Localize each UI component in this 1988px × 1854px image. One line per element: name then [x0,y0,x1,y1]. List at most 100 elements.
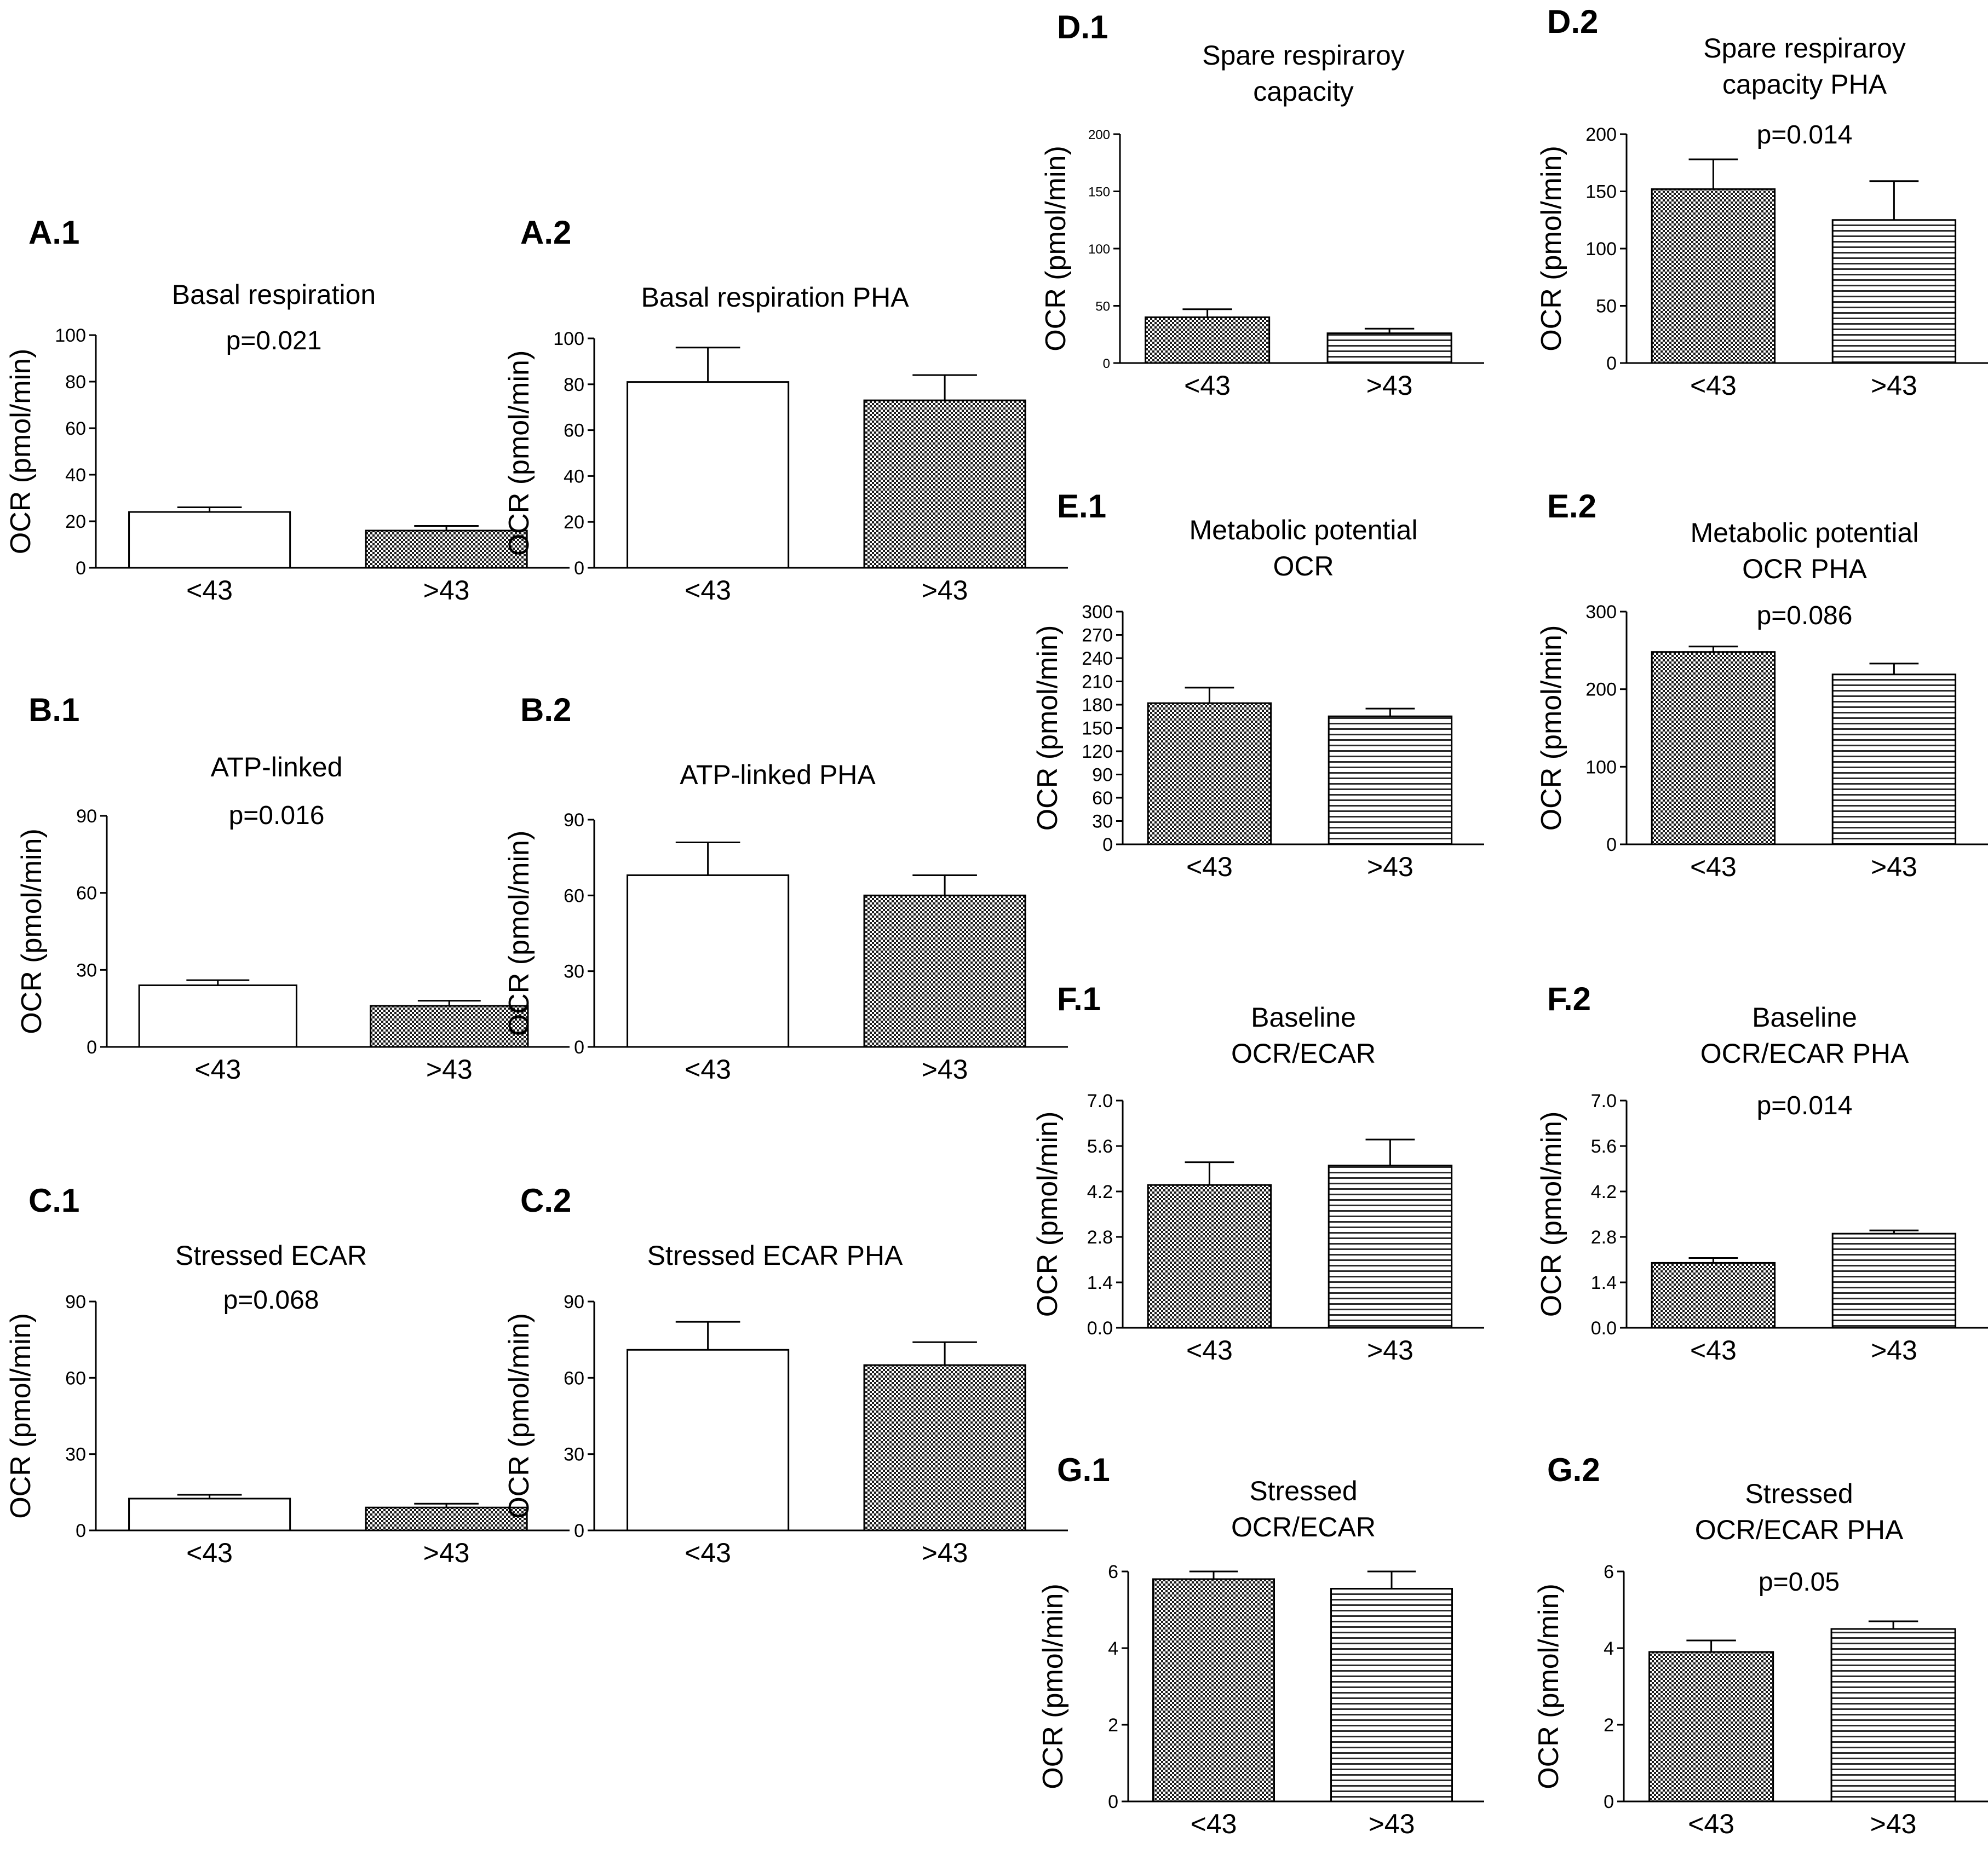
y-axis-label-F-1: OCR (pmol/min) [1032,1112,1064,1317]
chart-title-E-2: Metabolic potential [1691,517,1919,548]
y-tick-label-B-2-0: 0 [574,1037,584,1058]
pvalue-C-1: p=0.068 [223,1286,319,1315]
category-label-D-2-2: >43 [1871,370,1917,401]
category-label-F-1-2: >43 [1367,1335,1414,1366]
panel-label-F-1: F.1 [1057,981,1101,1017]
y-tick-label-G-2-1: 2 [1604,1715,1614,1736]
y-tick-label-D-2-1: 50 [1596,296,1617,317]
y-tick-label-F-2-3: 4.2 [1591,1182,1617,1202]
y-tick-label-A-1-1: 20 [65,511,86,532]
category-label-B-1-2: >43 [426,1054,473,1085]
y-tick-label-D-1-4: 200 [1088,128,1110,142]
bar-B-2-2 [863,894,1026,1048]
panel-E-2: E.2 Metabolic potential OCR PHA p=0.086 0 100… [1536,488,1988,882]
chart-title-E-1-line2: OCR [1273,551,1334,581]
panel-A-2: A.2 Basal respiration PHA 0 20 40 60 80 100 OCR … [503,214,1068,606]
axes-D-2: 0 50 100 150 200 [1585,124,1988,374]
panel-label-G-2: G.2 [1547,1452,1600,1488]
y-tick-label-B-2-3: 90 [564,810,584,831]
y-tick-label-E-1-2: 60 [1092,788,1113,809]
panel-A-1: A.1 Basal respiration p=0.021 0 20 40 60 80 100 O… [5,214,570,606]
panel-G-1: G.1 Stressed OCR/ECAR 0 2 4 6 OCR (pmol/min) <43… [1037,1452,1484,1839]
y-tick-label-B-2-2: 60 [564,885,584,906]
bar-G-2-1 [1648,1651,1774,1803]
y-tick-label-C-2-0: 0 [574,1521,584,1541]
y-tick-label-G-1-0: 0 [1108,1792,1118,1812]
y-tick-label-E-1-8: 240 [1082,648,1113,669]
y-tick-label-E-2-0: 0 [1606,834,1617,855]
y-tick-label-A-1-5: 100 [55,325,86,346]
panel-label-B-2: B.2 [520,692,571,728]
bar-F-1-1 [1147,1184,1272,1329]
y-tick-label-B-1-1: 30 [76,960,97,981]
y-tick-label-A-1-0: 0 [76,558,86,579]
y-tick-label-D-1-2: 100 [1088,242,1110,257]
y-tick-label-C-2-3: 90 [564,1292,584,1312]
y-axis-label-C-1: OCR (pmol/min) [5,1313,37,1519]
chart-title-E-1: Metabolic potential [1190,515,1418,545]
y-tick-label-A-2-5: 100 [553,329,584,349]
panel-G-2: G.2 Stressed OCR/ECAR PHA p=0.05 0 2 4 6 OCR (pm… [1533,1452,1988,1839]
y-tick-label-D-1-0: 0 [1103,356,1110,371]
category-label-A-1-1: <43 [186,575,233,606]
panel-D-2: D.2 Spare respiraroy capacity PHA p=0.014 0 5… [1536,3,1988,401]
panel-D-1: D.1 Spare respiraroy capacity 0 50 100 150 200 O… [1040,9,1484,401]
bar-A-2-2 [863,399,1026,569]
y-axis-label-B-1: OCR (pmol/min) [16,828,48,1034]
y-axis-label-A-2: OCR (pmol/min) [503,350,535,556]
y-tick-label-C-2-2: 60 [564,1368,584,1389]
y-tick-label-B-1-0: 0 [87,1037,97,1058]
y-tick-label-E-1-3: 90 [1092,765,1113,786]
category-label-F-1-1: <43 [1186,1335,1233,1366]
panel-B-1: B.1 ATP-linked p=0.016 0 30 60 90 OCR (pmol/min… [16,692,570,1085]
category-label-E-2-2: >43 [1871,851,1917,882]
y-axis-label-A-1: OCR (pmol/min) [5,349,37,555]
bar-D-2-1 [1651,188,1776,364]
y-axis-label-E-2: OCR (pmol/min) [1536,625,1567,831]
panel-C-1: C.1 Stressed ECAR p=0.068 0 30 60 90 OCR (pmol/… [5,1182,570,1568]
y-tick-label-F-1-5: 7.0 [1087,1091,1113,1112]
chart-title-D-2-line2: capacity PHA [1722,69,1887,100]
y-tick-label-D-2-0: 0 [1606,353,1617,374]
y-tick-label-A-2-3: 60 [564,421,584,441]
category-label-B-2-1: <43 [685,1054,731,1085]
bar-E-1-1 [1147,702,1272,845]
y-tick-label-E-2-3: 300 [1585,602,1617,623]
bar-C-2-1 [627,1349,790,1531]
bar-E-2-2 [1831,673,1957,845]
y-tick-label-C-2-1: 30 [564,1444,584,1465]
y-tick-label-F-2-2: 2.8 [1591,1227,1617,1248]
y-tick-label-F-1-3: 4.2 [1087,1182,1113,1202]
category-label-D-1-1: <43 [1184,370,1231,401]
panel-C-2: C.2 Stressed ECAR PHA 0 30 60 90 OCR (pmol/min… [503,1182,1068,1568]
chart-title-F-1-line2: OCR/ECAR [1231,1038,1376,1069]
category-label-G-1-1: <43 [1191,1809,1237,1839]
y-tick-label-E-1-7: 210 [1082,672,1113,693]
y-tick-label-C-1-2: 60 [65,1368,86,1389]
y-tick-label-G-1-1: 2 [1108,1715,1118,1736]
panel-label-B-1: B.1 [28,692,79,728]
y-tick-label-F-1-4: 5.6 [1087,1136,1113,1157]
y-tick-label-F-1-0: 0.0 [1087,1318,1113,1339]
panel-label-D-1: D.1 [1057,9,1108,45]
y-tick-label-F-1-1: 1.4 [1087,1273,1113,1293]
category-label-F-2-2: >43 [1871,1335,1917,1366]
y-tick-label-F-2-1: 1.4 [1591,1273,1617,1293]
category-label-A-2-1: <43 [685,575,731,606]
bar-G-1-2 [1330,1588,1453,1803]
chart-title-D-1-line2: capacity [1253,76,1353,107]
y-tick-label-C-1-1: 30 [65,1444,86,1465]
panel-F-1: F.1 Baseline OCR/ECAR 0.0 1.4 2.8 4.2 5.6 7.0 OCR… [1032,981,1484,1366]
bar-C-1-2 [365,1506,528,1531]
y-tick-label-A-1-4: 80 [65,372,86,393]
panel-label-C-1: C.1 [28,1182,79,1219]
y-tick-label-B-1-3: 90 [76,806,97,827]
chart-title-E-2-line2: OCR PHA [1742,554,1867,584]
y-tick-label-F-2-0: 0.0 [1591,1318,1617,1339]
y-tick-label-A-1-2: 40 [65,465,86,486]
panel-label-F-2: F.2 [1547,981,1591,1017]
bar-D-2-2 [1831,219,1957,364]
panel-label-D-2: D.2 [1547,3,1598,40]
